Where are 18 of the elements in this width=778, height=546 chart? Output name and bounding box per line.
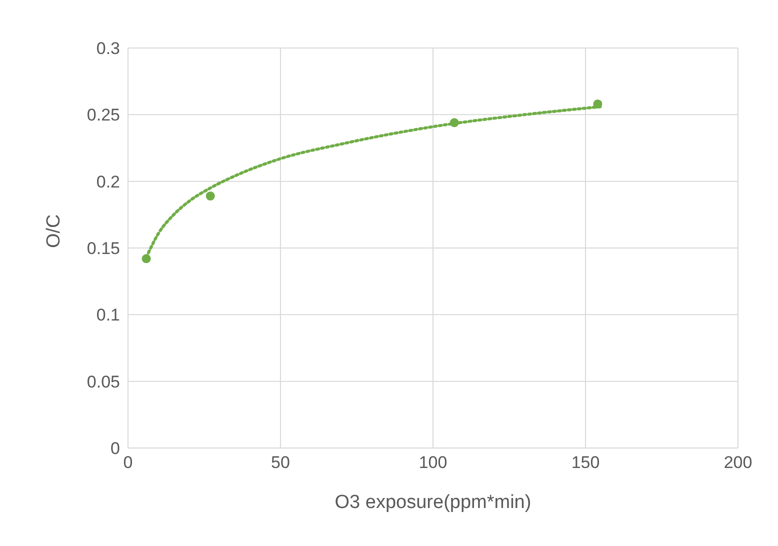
x-axis-title: O3 exposure(ppm*min) [334,492,532,513]
point [142,254,151,264]
y-tick-label: 0.1 [96,306,120,325]
x-tick-label: 100 [418,453,448,472]
x-tick-label: 50 [271,453,290,472]
y-tick-label: 0.15 [86,239,120,258]
y-axis-title: O/C [44,214,65,248]
point [206,191,215,201]
point [593,99,602,109]
x-tick-label: 0 [123,453,133,472]
x-tick-label: 150 [571,453,600,472]
y-tick-label: 0.3 [96,39,120,58]
y-tick-label: 0.05 [86,372,120,392]
y-tick-label: 0 [110,439,120,458]
x-tick-label: 200 [724,453,752,472]
point [450,118,459,128]
y-tick-label: 0.25 [86,106,120,125]
y-tick-label: 0.2 [96,172,120,192]
